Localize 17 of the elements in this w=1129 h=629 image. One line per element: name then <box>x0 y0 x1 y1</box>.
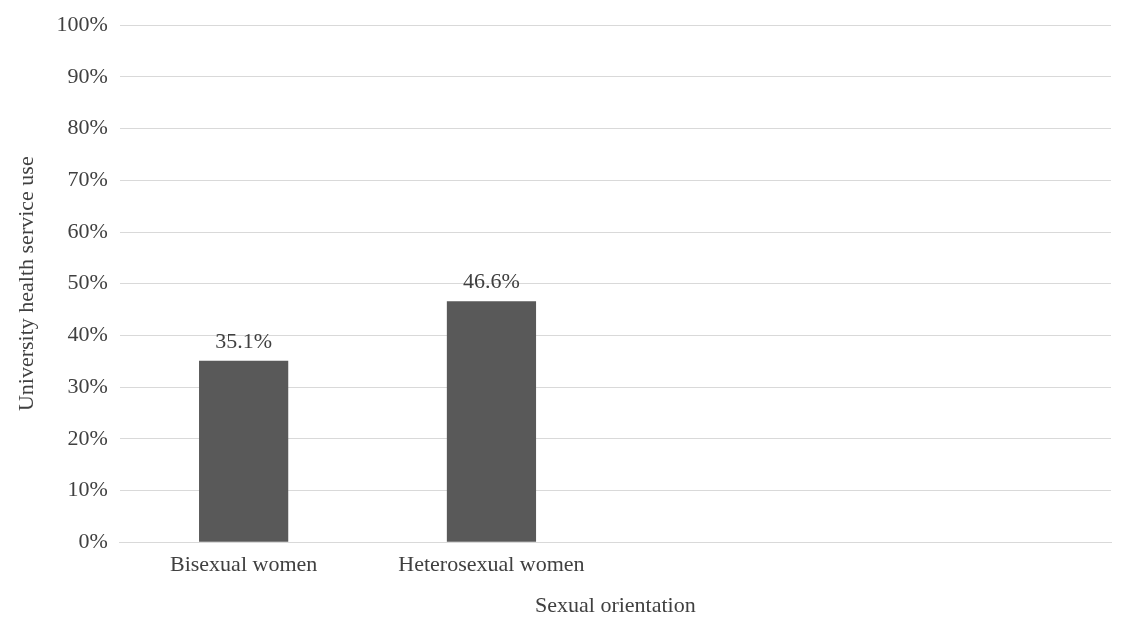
y-tick-label: 70% <box>67 166 108 192</box>
y-tick-label: 0% <box>78 527 108 553</box>
y-tick-label: 10% <box>67 476 108 502</box>
x-tick-label: Heterosexual women <box>398 551 585 577</box>
y-tick-label: 20% <box>67 424 108 450</box>
x-axis-title: Sexual orientation <box>535 591 696 617</box>
x-tick-label: Bisexual women <box>170 551 318 577</box>
data-label: 35.1% <box>215 327 273 353</box>
y-tick-label: 50% <box>67 269 108 295</box>
y-tick-label: 100% <box>56 10 108 36</box>
y-tick-label: 40% <box>67 321 108 347</box>
data-label: 46.6% <box>463 268 520 294</box>
y-tick-label: 90% <box>67 62 108 88</box>
y-tick-label: 80% <box>67 114 108 140</box>
y-tick-label: 30% <box>67 372 108 398</box>
y-tick-label: 60% <box>67 217 108 243</box>
y-axis-title: University health service use <box>12 156 38 412</box>
